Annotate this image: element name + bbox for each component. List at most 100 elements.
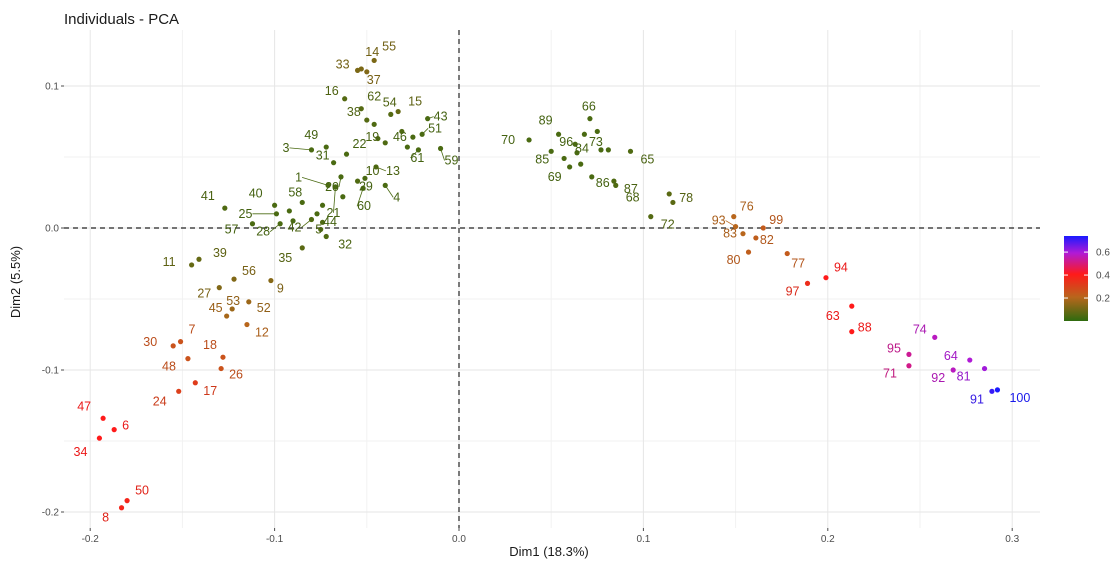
point-label-31: 31 — [316, 149, 330, 163]
x-axis-title: Dim1 (18.3%) — [509, 544, 588, 559]
data-point-93 — [733, 223, 739, 230]
point-label-43: 43 — [434, 110, 448, 124]
point-label-100: 100 — [1009, 391, 1030, 405]
data-point-62 — [358, 106, 364, 112]
point-label-59: 59 — [445, 153, 459, 167]
data-point-54 — [388, 111, 394, 117]
data-point-24 — [176, 388, 182, 394]
data-point-1 — [325, 182, 331, 188]
data-point-97 — [804, 280, 811, 286]
point-label-20: 20 — [325, 180, 339, 194]
data-point-49 — [323, 144, 329, 150]
data-point-58 — [299, 199, 305, 206]
point-label-39: 39 — [213, 246, 227, 260]
point-label-84: 84 — [575, 142, 589, 156]
point-label-54: 54 — [383, 95, 397, 109]
point-label-82: 82 — [760, 233, 774, 247]
data-point — [319, 219, 326, 225]
data-point-26 — [218, 365, 224, 372]
point-label-74: 74 — [913, 322, 927, 336]
point-label-96: 96 — [559, 135, 573, 149]
y-axis-title: Dim2 (5.5%) — [8, 246, 23, 318]
point-label-4: 4 — [393, 190, 400, 204]
point-label-33: 33 — [336, 57, 350, 71]
point-label-50: 50 — [135, 484, 149, 498]
data-point-32 — [323, 233, 329, 240]
point-label-73: 73 — [589, 135, 603, 149]
point-label-89: 89 — [539, 113, 553, 127]
point-label-28: 28 — [256, 225, 270, 239]
point-label-12: 12 — [255, 326, 269, 340]
data-point-10 — [354, 178, 361, 184]
data-point — [399, 128, 405, 135]
data-point-53 — [229, 306, 235, 312]
leader-line-1 — [301, 177, 329, 186]
data-point-72 — [648, 214, 654, 220]
data-point-82 — [753, 235, 759, 241]
point-label-15: 15 — [408, 95, 422, 109]
point-label-69: 69 — [548, 170, 562, 184]
data-point — [404, 144, 410, 150]
point-label-86: 86 — [596, 176, 610, 190]
point-label-85: 85 — [535, 152, 549, 166]
data-point-89 — [555, 131, 562, 137]
point-label-46: 46 — [393, 130, 407, 144]
data-point-47 — [100, 415, 106, 421]
data-point-27 — [216, 285, 222, 291]
data-point-70 — [526, 137, 532, 143]
data-point — [340, 194, 346, 200]
point-label-97: 97 — [786, 284, 800, 298]
leader-line-21 — [333, 186, 336, 213]
point-label-47: 47 — [77, 399, 91, 413]
data-point-25 — [273, 211, 280, 217]
data-point-37 — [364, 69, 370, 75]
point-label-48: 48 — [162, 360, 176, 374]
x-tick-label: -0.2 — [82, 534, 100, 545]
data-point-63 — [849, 303, 855, 309]
point-label-13: 13 — [386, 164, 400, 178]
data-points — [96, 57, 1001, 511]
point-label-91: 91 — [970, 392, 984, 406]
point-label-40: 40 — [249, 186, 263, 200]
data-point — [290, 218, 296, 224]
point-label-66: 66 — [582, 100, 596, 114]
data-point-29 — [362, 175, 368, 181]
point-label-63: 63 — [826, 309, 840, 323]
data-point — [319, 202, 326, 208]
x-tick-label: 0.1 — [636, 534, 650, 545]
data-point-39 — [196, 256, 202, 262]
point-label-71: 71 — [883, 367, 897, 381]
point-label-37: 37 — [367, 73, 381, 87]
data-point-96 — [572, 141, 578, 147]
data-point-94 — [823, 275, 829, 281]
data-point-83 — [740, 231, 746, 237]
point-label-25: 25 — [239, 207, 253, 221]
data-point-12 — [244, 321, 250, 328]
data-point-59 — [437, 145, 444, 152]
point-label-58: 58 — [288, 185, 302, 199]
data-point — [371, 121, 377, 127]
data-point-11 — [189, 262, 195, 268]
data-point-8 — [118, 505, 125, 511]
point-label-27: 27 — [197, 287, 211, 301]
colorbar — [1064, 236, 1088, 321]
point-label-49: 49 — [304, 128, 318, 142]
point-label-52: 52 — [257, 301, 271, 315]
point-label-56: 56 — [242, 264, 256, 278]
point-label-22: 22 — [353, 137, 367, 151]
data-point-66 — [587, 116, 593, 122]
data-point-28 — [277, 221, 283, 227]
point-label-83: 83 — [723, 227, 737, 241]
point-label-72: 72 — [661, 218, 675, 232]
point-label-53: 53 — [226, 294, 240, 308]
x-axis-ticks: -0.2 -0.1 0.0 0.1 0.2 0.3 — [82, 528, 1020, 545]
data-point — [670, 199, 676, 206]
point-label-6: 6 — [122, 419, 129, 433]
data-point-64 — [967, 357, 973, 363]
minor-grid — [64, 30, 1040, 528]
data-point-78 — [666, 191, 672, 197]
point-label-30: 30 — [143, 335, 157, 349]
data-point-85 — [548, 148, 554, 154]
y-tick-label: 0.0 — [45, 224, 59, 235]
